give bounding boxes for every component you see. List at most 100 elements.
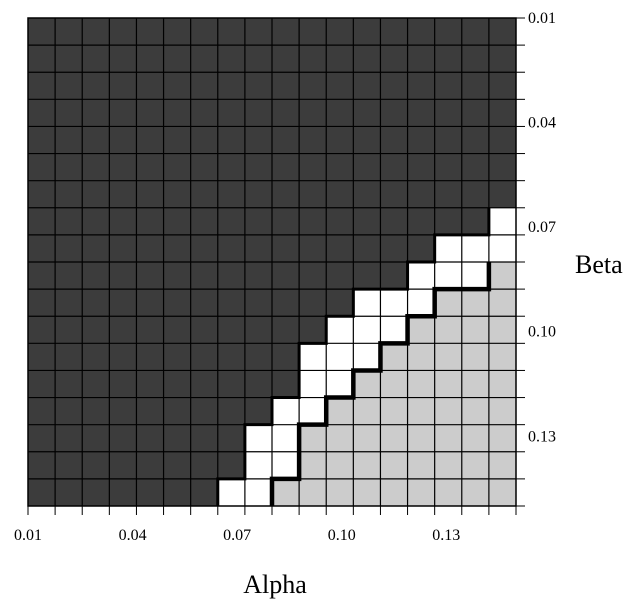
heatmap-cell-dark [407,18,435,46]
heatmap-cell-dark [434,99,463,127]
heatmap-cell-light [461,397,490,425]
heatmap-cell-white [353,343,381,371]
heatmap-cell-dark [326,207,354,236]
heatmap-cell-white [434,262,463,290]
heatmap-cell-dark [217,316,246,344]
heatmap-cell-dark [244,316,273,344]
heatmap-cell-dark [434,180,463,209]
heatmap-cell-dark [28,72,56,100]
heatmap-cell-dark [190,397,219,425]
heatmap-cell-dark [28,424,56,453]
heatmap-cell-dark [461,72,490,100]
heatmap-cell-dark [55,370,83,398]
heatmap-cell-dark [109,289,137,317]
heatmap-cell-dark [190,18,219,46]
heatmap-cell-light [353,370,381,398]
heatmap-cell-dark [190,478,219,507]
heatmap-cell-white [272,424,300,453]
heatmap-cell-white [488,234,517,263]
heatmap-cell-dark [55,234,83,263]
heatmap-cell-dark [326,18,354,46]
heatmap-cell-dark [190,370,219,398]
heatmap-cell-light [461,451,490,480]
heatmap-cell-dark [28,234,56,263]
heatmap-cell-dark [326,126,354,154]
heatmap-cell-dark [190,451,219,480]
heatmap-cell-dark [109,262,137,290]
heatmap-cell-dark [353,153,381,181]
heatmap-cell-light [461,478,490,507]
heatmap-cell-white [407,289,435,317]
heatmap-cell-dark [136,72,164,100]
heatmap-cell-light [380,397,408,425]
x-tick-label: 0.10 [328,527,356,544]
heatmap-cell-dark [407,126,435,154]
heatmap-cell-light [461,316,490,344]
heatmap-cell-dark [28,18,56,46]
heatmap-cell-dark [82,289,110,317]
y-axis-title: Beta [575,250,623,279]
heatmap-cell-light [434,397,463,425]
heatmap-cell-light [407,397,435,425]
heatmap-cell-dark [217,289,246,317]
heatmap-cell-dark [244,99,273,127]
heatmap-cell-dark [163,316,191,344]
heatmap-cell-dark [244,18,273,46]
heatmap-cell-dark [28,397,56,425]
x-tick-label: 0.01 [14,527,42,544]
heatmap-cell-dark [488,126,517,154]
heatmap-cell-white [353,316,381,344]
heatmap-cell-dark [217,397,246,425]
heatmap-cell-light [380,451,408,480]
heatmap-cell-dark [353,18,381,46]
heatmap-cell-dark [353,45,381,73]
heatmap-cell-dark [380,18,408,46]
heatmap-cell-dark [190,99,219,127]
heatmap-cell-dark [190,72,219,100]
heatmap-cell-dark [272,99,300,127]
heatmap-cell-dark [28,343,56,371]
heatmap-cell-dark [326,153,354,181]
heatmap-cell-dark [163,99,191,127]
heatmap-cell-light [488,343,517,371]
heatmap-cell-dark [82,343,110,371]
heatmap-cell-dark [217,180,246,209]
heatmap-cell-dark [299,45,327,73]
heatmap-cell-light [326,424,354,453]
heatmap-cell-dark [82,424,110,453]
heatmap-cell-dark [272,289,300,317]
y-tick-label: 0.04 [528,115,556,132]
heatmap-cell-dark [299,234,327,263]
heatmap-cell-dark [299,99,327,127]
heatmap-cell-dark [380,262,408,290]
heatmap-cell-dark [434,153,463,181]
heatmap-cell-white [380,316,408,344]
heatmap-cell-light [407,478,435,507]
white-light-boundary [269,262,492,506]
heatmap-cell-dark [28,370,56,398]
heatmap-cell-dark [163,72,191,100]
heatmap-cell-white [407,262,435,290]
heatmap-cell-dark [380,153,408,181]
heatmap-cell-dark [299,126,327,154]
heatmap-cell-light [299,424,327,453]
heatmap-cell-white [244,424,273,453]
heatmap-cell-dark [109,370,137,398]
heatmap-cell-white [244,451,273,480]
heatmap-cell-dark [434,72,463,100]
heatmap-cell-dark [136,478,164,507]
heatmap-cell-white [217,478,246,507]
heatmap-cell-white [380,289,408,317]
heatmap-cell-dark [244,234,273,263]
heatmap-cell-dark [28,262,56,290]
heatmap-cell-dark [28,289,56,317]
heatmap-cell-dark [109,72,137,100]
heatmap-cell-dark [299,153,327,181]
heatmap-cell-dark [163,126,191,154]
heatmap-cell-dark [326,234,354,263]
heatmap-cell-dark [55,45,83,73]
heatmap-cell-dark [82,316,110,344]
heatmap-cell-dark [109,397,137,425]
heatmap-cell-dark [326,99,354,127]
x-axis-ticks: 0.01 0.04 0.07 0.10 0.13 [14,506,517,544]
